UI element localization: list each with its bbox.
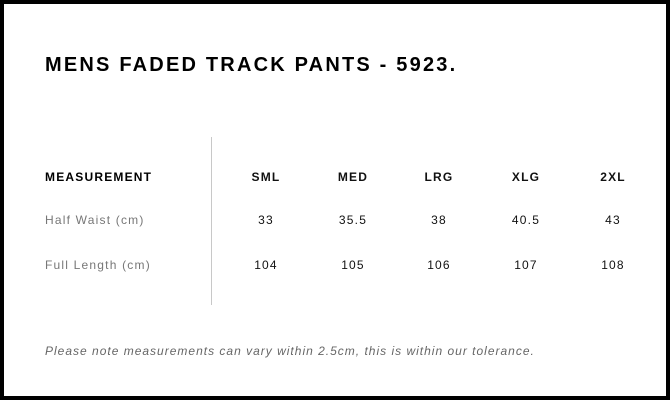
table-cell: 106 xyxy=(427,258,451,272)
header-measurement: MEASUREMENT xyxy=(45,170,153,184)
header-size: XLG xyxy=(511,170,541,184)
header-size: LRG xyxy=(424,170,454,184)
tolerance-note: Please note measurements can vary within… xyxy=(45,344,535,358)
header-size: SML xyxy=(251,170,281,184)
table-cell: 105 xyxy=(341,258,365,272)
table-cell: 40.5 xyxy=(511,213,541,227)
header-size: MED xyxy=(337,170,369,184)
column-divider xyxy=(211,137,212,305)
row-label: Half Waist (cm) xyxy=(45,213,145,227)
size-chart-card: MENS FADED TRACK PANTS - 5923. MEASUREME… xyxy=(4,4,666,396)
page-title: MENS FADED TRACK PANTS - 5923. xyxy=(45,54,458,76)
table-cell: 108 xyxy=(601,258,625,272)
table-cell: 33 xyxy=(258,213,274,227)
header-size: 2XL xyxy=(600,170,626,184)
row-label: Full Length (cm) xyxy=(45,258,151,272)
table-cell: 38 xyxy=(431,213,447,227)
table-cell: 104 xyxy=(254,258,278,272)
table-cell: 35.5 xyxy=(338,213,368,227)
table-cell: 43 xyxy=(605,213,621,227)
table-cell: 107 xyxy=(514,258,538,272)
